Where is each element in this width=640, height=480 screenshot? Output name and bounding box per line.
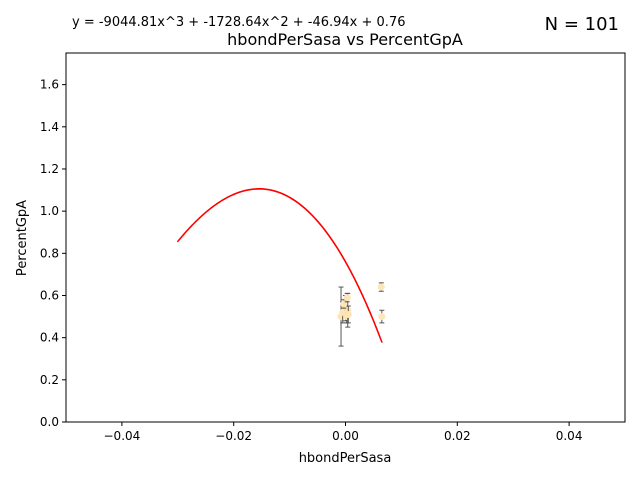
y-tick-label: 0.2 <box>40 373 59 387</box>
n-count: N = 101 <box>545 14 619 35</box>
x-axis-ticks: −0.04 −0.02 0.00 0.02 0.04 <box>104 422 583 443</box>
x-tick-label: 0.04 <box>556 429 583 443</box>
data-point <box>377 283 385 291</box>
y-tick-label: 0.0 <box>40 415 59 429</box>
plot-area <box>65 52 626 423</box>
chart-title: hbondPerSasa vs PercentGpA <box>227 30 463 49</box>
x-tick-label: 0.00 <box>332 429 359 443</box>
y-tick-label: 0.6 <box>40 288 59 302</box>
y-axis-ticks: 0.0 0.2 0.4 0.6 0.8 1.0 1.2 1.4 1.6 <box>40 78 66 429</box>
x-tick-label: 0.02 <box>444 429 471 443</box>
y-tick-label: 1.2 <box>40 162 59 176</box>
y-tick-label: 0.4 <box>40 331 59 345</box>
fit-curve-layer <box>177 188 383 343</box>
data-points-layer <box>337 282 386 347</box>
y-tick-label: 1.0 <box>40 204 59 218</box>
y-tick-label: 1.4 <box>40 120 59 134</box>
x-tick-label: −0.02 <box>215 429 252 443</box>
y-tick-label: 1.6 <box>40 78 59 92</box>
fit-curve-line <box>177 188 383 343</box>
y-axis-label: PercentGpA <box>15 200 30 276</box>
x-axis-label: hbondPerSasa <box>299 451 392 466</box>
x-tick-label: −0.04 <box>104 429 141 443</box>
y-tick-label: 0.8 <box>40 246 59 260</box>
data-point <box>344 310 352 318</box>
data-point <box>343 294 351 302</box>
fit-equation: y = -9044.81x^3 + -1728.64x^2 + -46.94x … <box>72 15 405 30</box>
data-point <box>378 313 386 321</box>
